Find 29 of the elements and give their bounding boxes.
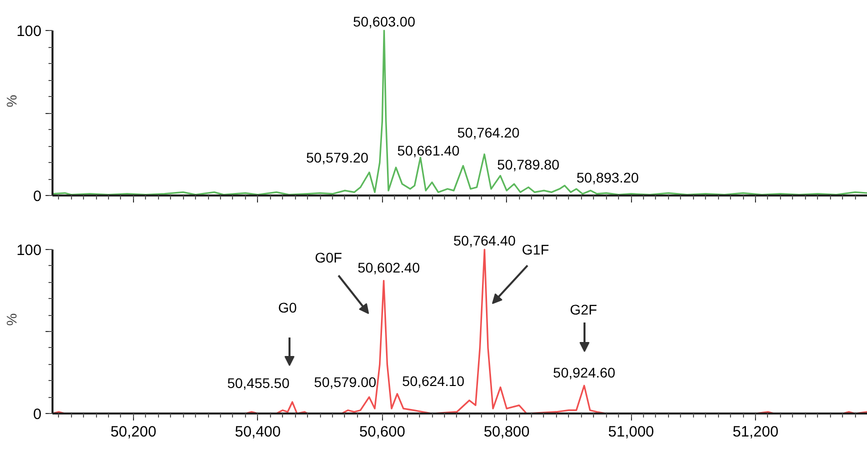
x-tick-label: 51,200 [732, 424, 778, 440]
annotation: 50,789.80 [497, 156, 560, 173]
annotation: 50,579.00 [314, 374, 377, 390]
line-series [52, 30, 867, 196]
annotation: 50,579.20 [306, 149, 369, 166]
x-tick-label: 51,000 [608, 424, 654, 440]
x-tick-label: 50,600 [359, 424, 406, 440]
annotation: 50,893.20 [576, 170, 639, 186]
y-tick-label: 100 [16, 242, 42, 259]
annotation: 50,603.00 [352, 14, 416, 30]
annotation: 50,661.40 [397, 142, 460, 159]
y-tick-label: 0 [33, 188, 42, 205]
annotation: 50,764.40 [453, 232, 516, 248]
annotation: G0F [314, 250, 342, 266]
y-axis-title: % [3, 94, 20, 108]
annotation: G2F [570, 302, 598, 318]
y-axis-title: % [3, 313, 20, 326]
annotation: G1F [522, 242, 550, 258]
y-tick-label: 0 [33, 406, 42, 423]
annotation: G0 [278, 300, 298, 316]
annotation: 50,455.50 [227, 375, 290, 392]
x-tick-label: 50,400 [234, 424, 281, 440]
annotation: 50,924.60 [553, 364, 616, 381]
y-tick-label: 100 [16, 23, 42, 40]
annotation: 50,624.10 [402, 372, 465, 389]
annotation: 50,764.20 [457, 124, 520, 140]
annotation: 50,602.40 [358, 260, 420, 276]
x-tick-label: 50,800 [484, 424, 530, 440]
x-tick-label: 50,200 [110, 424, 156, 440]
